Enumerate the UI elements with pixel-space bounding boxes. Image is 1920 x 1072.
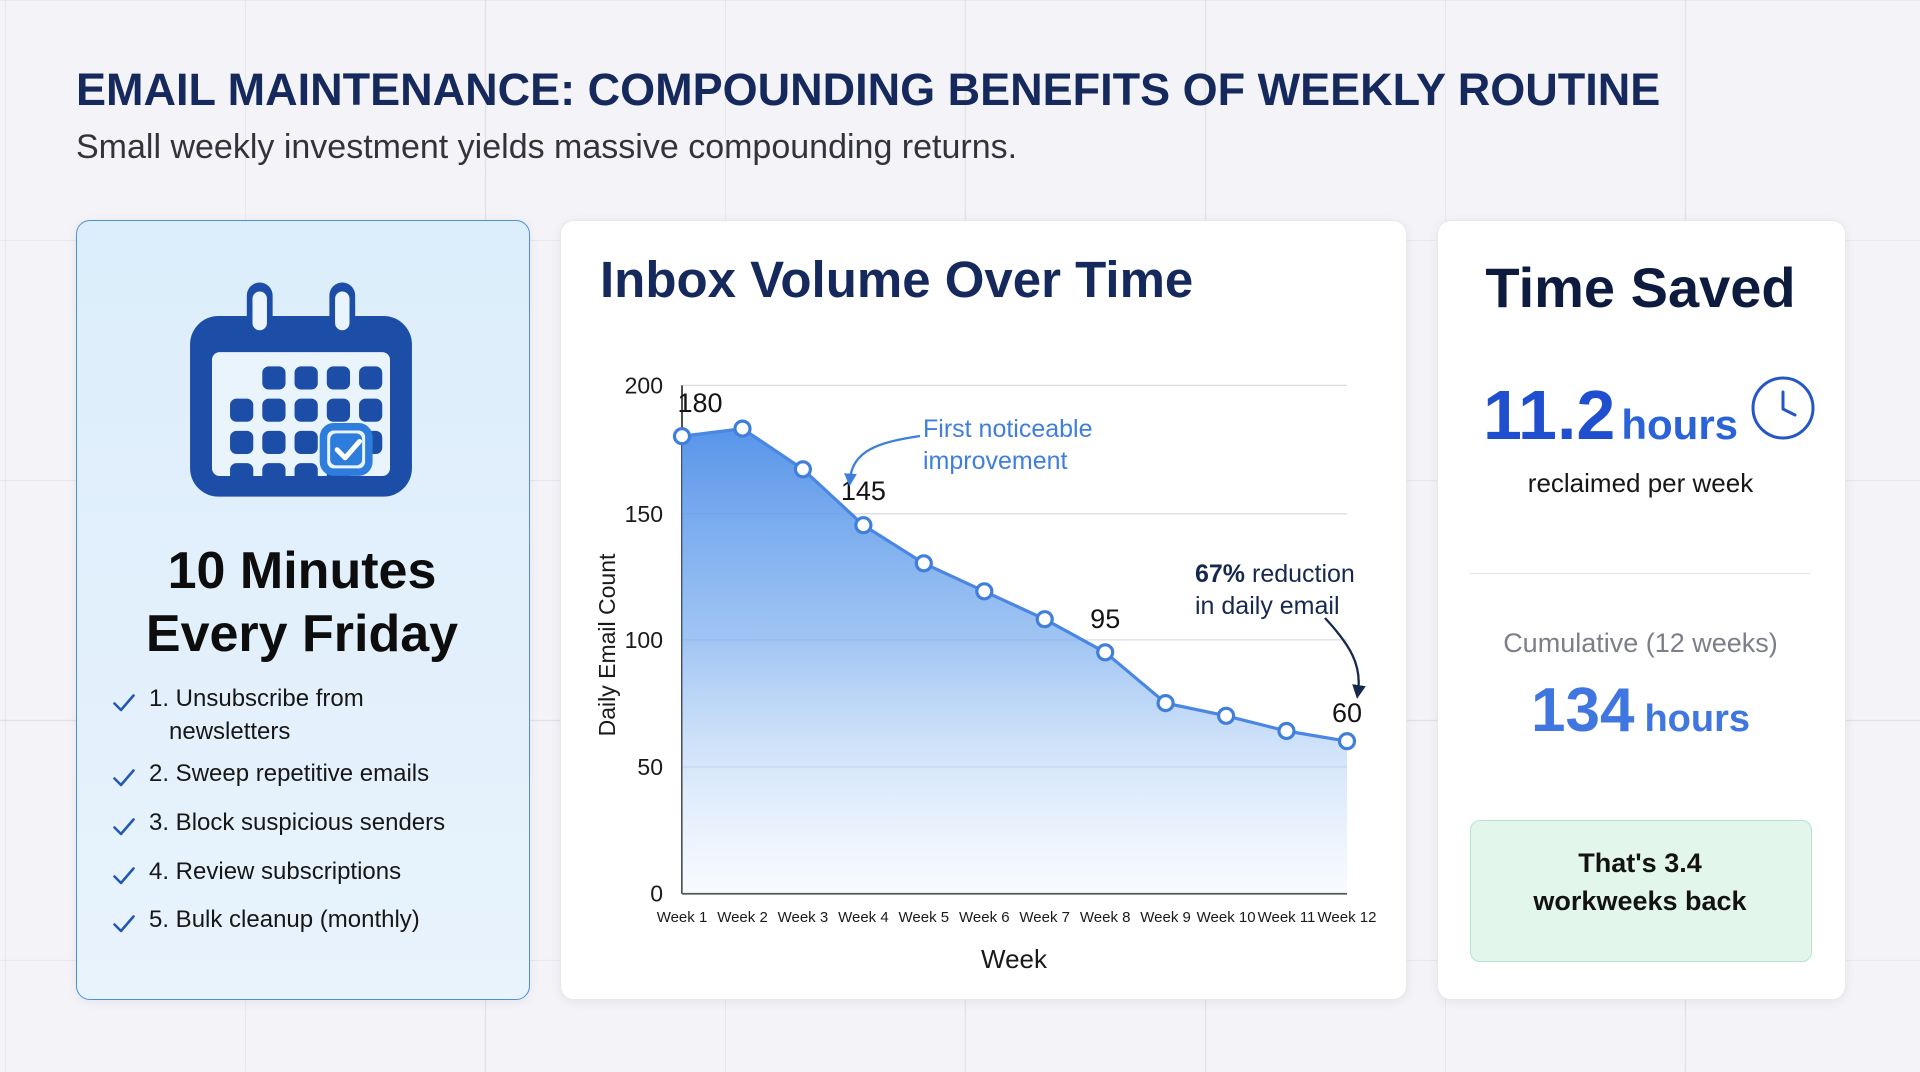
svg-text:Week 3: Week 3 [778, 909, 829, 926]
svg-text:67% reduction: 67% reduction [1195, 560, 1355, 588]
svg-text:50: 50 [637, 754, 663, 780]
svg-text:Daily Email Count: Daily Email Count [594, 553, 620, 736]
svg-text:Week 12: Week 12 [1318, 909, 1377, 926]
svg-text:200: 200 [625, 372, 663, 398]
svg-text:60: 60 [1332, 698, 1362, 728]
svg-text:Week 9: Week 9 [1140, 909, 1191, 926]
svg-text:95: 95 [1090, 604, 1120, 634]
svg-text:Week: Week [981, 944, 1048, 974]
svg-text:Week 2: Week 2 [717, 909, 768, 926]
svg-text:Week 4: Week 4 [838, 909, 889, 926]
svg-text:Week 7: Week 7 [1019, 909, 1070, 926]
svg-text:Week 5: Week 5 [899, 909, 950, 926]
svg-text:Week 1: Week 1 [657, 909, 708, 926]
svg-text:180: 180 [677, 388, 722, 418]
svg-text:Week 8: Week 8 [1080, 909, 1131, 926]
svg-text:Week 11: Week 11 [1258, 909, 1316, 926]
svg-text:First noticeable: First noticeable [923, 415, 1093, 443]
svg-text:Week 6: Week 6 [959, 909, 1010, 926]
svg-text:145: 145 [841, 476, 886, 506]
svg-text:improvement: improvement [923, 447, 1068, 475]
svg-text:0: 0 [650, 881, 663, 907]
svg-text:in daily email: in daily email [1195, 592, 1340, 620]
svg-text:100: 100 [625, 627, 663, 653]
svg-text:150: 150 [625, 501, 663, 527]
svg-text:Week 10: Week 10 [1197, 909, 1256, 926]
